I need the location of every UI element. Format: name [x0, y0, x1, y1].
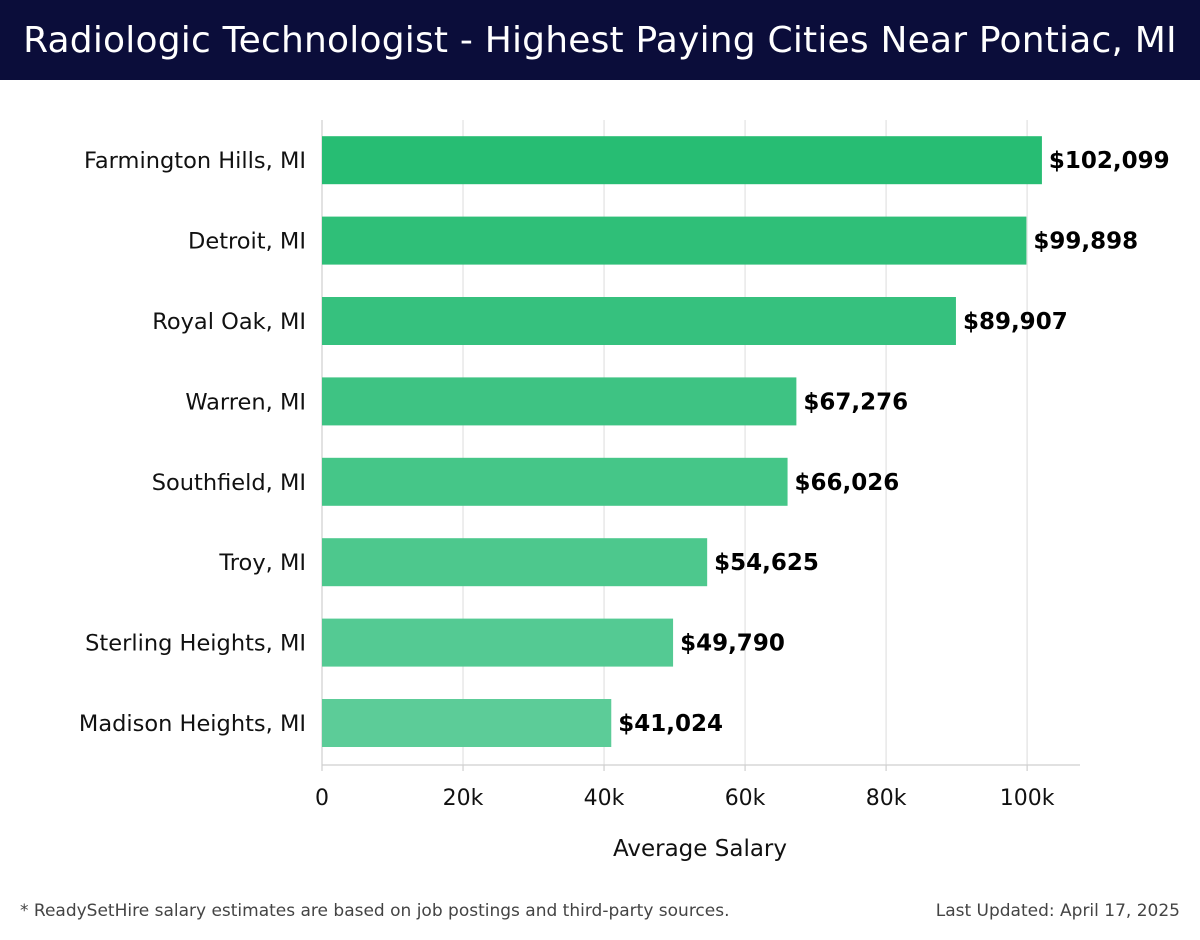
footer-note: * ReadySetHire salary estimates are base… [20, 901, 730, 921]
value-label: $49,790 [680, 631, 785, 657]
category-label: Southfield, MI [152, 470, 306, 496]
x-tick-label: 60k [725, 786, 766, 811]
x-tick-label: 40k [584, 786, 625, 811]
category-label: Farmington Hills, MI [84, 148, 306, 174]
value-label: $99,898 [1033, 229, 1138, 255]
x-tick-label: 80k [866, 786, 907, 811]
value-label: $66,026 [795, 470, 900, 496]
x-axis-title: Average Salary [613, 836, 787, 862]
bar [322, 699, 612, 747]
category-label: Troy, MI [218, 550, 306, 576]
bar [322, 618, 674, 667]
value-label: $41,024 [618, 711, 723, 737]
x-tick-label: 0 [315, 786, 329, 811]
bar [322, 216, 1027, 265]
bars [322, 136, 1042, 747]
x-tick-label: 100k [1000, 786, 1055, 811]
bar [322, 377, 797, 426]
bar-chart: 0 20k 40k 60k 80k 100k $102,099 Farmington Hill… [79, 120, 1170, 862]
labels: 0 20k 40k 60k 80k 100k $102,099 Farmington Hill… [79, 148, 1170, 862]
x-tick-label: 20k [443, 786, 484, 811]
chart-title: Radiologic Technologist - Highest Paying… [0, 0, 1200, 80]
category-label: Warren, MI [185, 389, 306, 415]
value-label: $67,276 [803, 389, 908, 415]
category-label: Sterling Heights, MI [85, 631, 306, 657]
value-label: $54,625 [714, 550, 819, 576]
footer-updated: Last Updated: April 17, 2025 [935, 901, 1180, 921]
bar [322, 136, 1042, 185]
category-label: Royal Oak, MI [152, 309, 306, 335]
bar [322, 297, 956, 345]
bar [322, 457, 788, 506]
value-label: $89,907 [963, 309, 1068, 335]
category-label: Madison Heights, MI [79, 711, 306, 737]
category-label: Detroit, MI [188, 229, 306, 255]
value-label: $102,099 [1049, 148, 1170, 174]
bar [322, 538, 708, 587]
